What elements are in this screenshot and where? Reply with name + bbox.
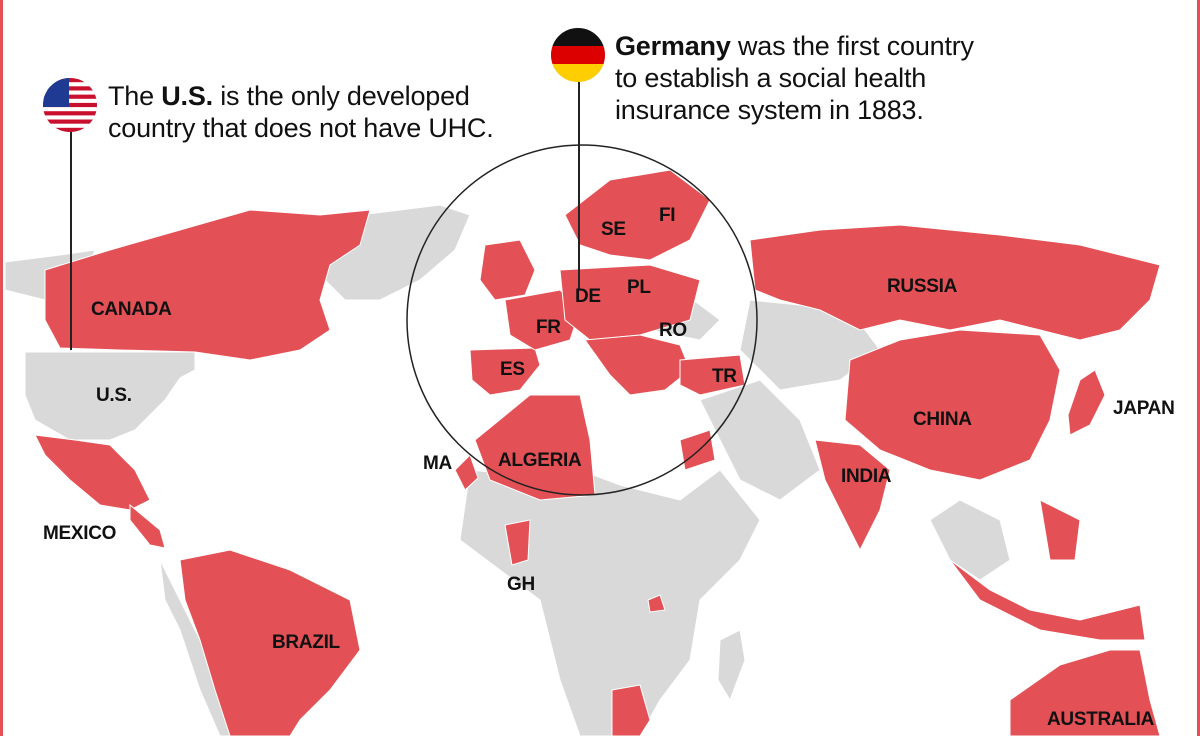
egypt-east [679, 429, 716, 471]
germany-callout-rest: was the first country [730, 31, 974, 61]
china [844, 329, 1061, 481]
france-fr [504, 289, 581, 351]
label-se: SE [601, 219, 626, 240]
germany-callout-line1: Germany was the first country [615, 30, 974, 62]
germany-callout-text: Germany was the first country to establi… [615, 30, 974, 126]
indonesia-philippines [949, 559, 1146, 641]
central-africa-red [647, 594, 666, 613]
southeast-asia-red [1039, 499, 1081, 561]
label-canada: CANADA [91, 299, 172, 320]
madagascar [717, 629, 746, 702]
us-callout-prefix: The [108, 81, 162, 111]
usa [24, 351, 196, 441]
canada [44, 209, 371, 361]
label-pl: PL [627, 277, 651, 298]
frame-border-right [1197, 0, 1200, 736]
non-uhc-regions [4, 204, 1011, 736]
germany-callout-bold: Germany [615, 31, 731, 61]
label-ma: MA [423, 453, 452, 474]
label-china: CHINA [913, 409, 972, 430]
us-flag-icon [43, 78, 97, 132]
germany-flag-icon [551, 28, 605, 82]
germany-callout-line2: to establish a social health [615, 63, 927, 93]
algeria [474, 394, 596, 501]
germany-callout-line3: insurance system in 1883. [615, 95, 924, 125]
india [814, 439, 891, 552]
label-algeria: ALGERIA [498, 450, 582, 471]
mexico [34, 434, 151, 511]
australia [1009, 649, 1161, 736]
russia [749, 224, 1161, 341]
label-brazil: BRAZIL [272, 632, 340, 653]
us-callout-line1: The U.S. is the only developed [108, 80, 494, 112]
us-callout-text: The U.S. is the only developed country t… [108, 80, 494, 144]
southeast-asia-grey [929, 499, 1011, 581]
label-us: U.S. [96, 385, 132, 406]
label-russia: RUSSIA [887, 276, 957, 297]
germany-callout-pin [578, 82, 580, 290]
japan [1067, 369, 1106, 436]
label-japan: JAPAN [1113, 398, 1175, 419]
us-callout-pin [70, 132, 72, 350]
label-australia: AUSTRALIA [1047, 709, 1155, 730]
italy-balkans [584, 334, 691, 396]
label-tr: TR [712, 366, 737, 387]
middle-east-grey [699, 379, 821, 501]
us-callout-rest: is the only developed [212, 81, 470, 111]
southern-africa-red [611, 684, 651, 736]
central-america [129, 503, 166, 549]
scandinavia [564, 169, 711, 261]
ghana-gh [504, 519, 531, 566]
label-fr: FR [536, 317, 561, 338]
central-europe [559, 264, 701, 341]
morocco-ma [454, 454, 479, 491]
us-callout-line2: country that does not have UHC. [108, 113, 494, 143]
uk [479, 239, 536, 301]
label-mexico: MEXICO [43, 523, 117, 544]
label-india: INDIA [841, 466, 892, 487]
label-ro: RO [659, 320, 687, 341]
label-fi: FI [659, 205, 676, 226]
uhc-regions [34, 169, 1161, 736]
south-america [179, 549, 361, 736]
label-gh: GH [507, 574, 535, 595]
us-callout-bold: U.S. [161, 81, 213, 111]
europe-focus-circle [406, 144, 758, 496]
label-es: ES [500, 359, 525, 380]
frame-border-left [0, 0, 3, 736]
africa-grey [459, 469, 761, 736]
turkey-tr [679, 354, 746, 396]
label-de: DE [575, 286, 601, 307]
